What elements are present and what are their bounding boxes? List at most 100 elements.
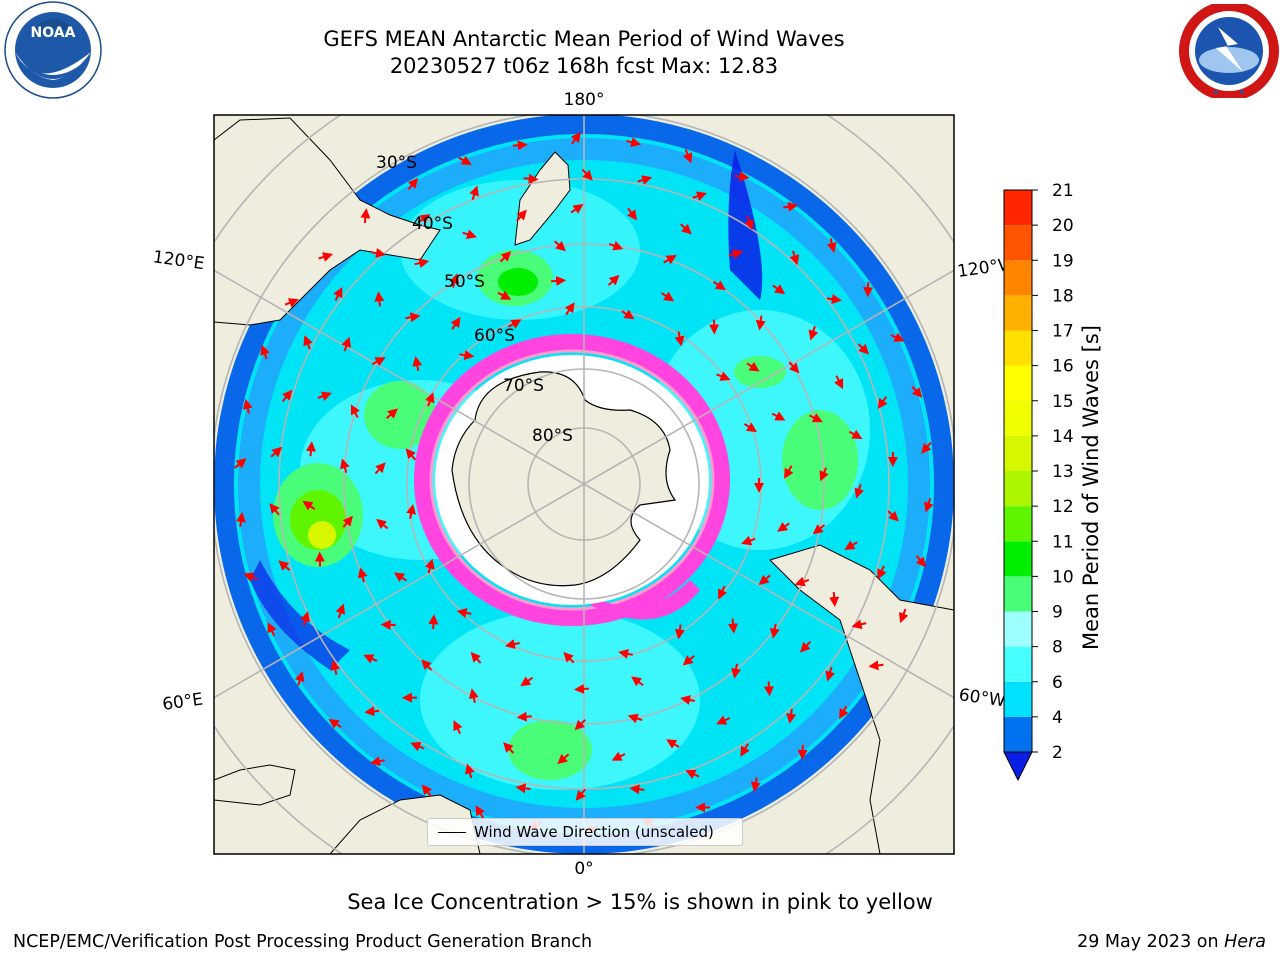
wind-wave-arrow (414, 258, 430, 268)
wind-wave-arrow (394, 572, 408, 583)
colorbar-label: Mean Period of Wind Waves [s] (1079, 325, 1103, 650)
wind-wave-arrow (564, 302, 575, 316)
wind-wave-arrow (682, 149, 693, 164)
colorbar-bin (1004, 295, 1032, 331)
wind-wave-arrow (854, 483, 865, 499)
wind-wave-arrow (851, 619, 867, 630)
map-legend: Wind Wave Direction (unscaled) (427, 818, 743, 846)
wind-wave-arrow (890, 332, 905, 342)
madagascar-land (214, 764, 296, 806)
lat-label-60s: 60°S (474, 326, 515, 346)
wind-wave-arrow (456, 608, 472, 618)
wind-wave-arrow (364, 706, 380, 717)
wind-wave-arrow (740, 743, 750, 757)
lon-label-60w: 60°W (958, 685, 1007, 711)
wind-wave-arrow (242, 398, 253, 414)
wind-wave-arrow (428, 614, 439, 630)
wind-wave-arrow (515, 783, 531, 794)
colorbar-tick-label: 20 (1052, 216, 1074, 236)
footer-date-text: 29 May 2023 on (1077, 932, 1225, 952)
wind-wave-arrow (557, 753, 570, 765)
wind-wave-arrow (755, 315, 766, 331)
wind-wave-arrow (421, 784, 432, 797)
wind-wave-arrow (637, 175, 653, 185)
wind-wave-arrow (405, 312, 421, 323)
wind-wave-arrow (626, 137, 642, 148)
lon-label-60e: 60°E (161, 690, 204, 715)
wind-wave-arrow (453, 720, 463, 735)
wind-wave-arrow (734, 171, 750, 182)
wind-wave-arrow (235, 512, 246, 528)
colorbar-tick-label: 19 (1052, 251, 1074, 271)
wind-wave-arrow (386, 408, 398, 420)
wind-wave-arrow (621, 309, 635, 320)
wind-wave-arrow (924, 497, 934, 513)
wind-wave-arrow (868, 660, 884, 671)
wind-wave-arrow (512, 140, 528, 151)
legend-line-icon (438, 831, 466, 833)
wind-wave-arrow (674, 331, 685, 347)
wind-wave-arrow (848, 429, 863, 439)
wind-wave-arrow (363, 654, 378, 664)
wind-wave-arrow (682, 655, 695, 666)
wind-wave-arrow (666, 739, 680, 749)
lon-label-0: 0° (574, 859, 593, 879)
colorbar-tick-label: 14 (1052, 427, 1074, 447)
lat-label-80s: 80°S (532, 426, 573, 446)
wind-wave-arrow (728, 249, 744, 259)
wind-wave-arrow (243, 572, 258, 582)
wind-wave-arrow (458, 155, 472, 165)
wind-wave-arrow (834, 375, 844, 390)
wind-wave-arrow (469, 185, 479, 201)
wind-wave-arrow (825, 666, 835, 682)
colorbar-tick-label: 13 (1052, 462, 1074, 482)
wind-wave-arrow (574, 683, 589, 694)
colorbar-tick-label: 4 (1052, 708, 1063, 728)
wind-wave-arrow (887, 510, 899, 522)
map-plot-area (214, 115, 954, 854)
wind-wave-arrow (812, 524, 826, 535)
colorbar-tick-label: 18 (1052, 286, 1074, 306)
wind-wave-arrow (915, 555, 926, 568)
australia-land (214, 117, 441, 326)
wind-wave-arrow (784, 465, 794, 479)
wind-wave-arrow (627, 207, 637, 221)
wind-wave-arrow (406, 503, 417, 519)
colorbar-tick-label: 12 (1052, 497, 1074, 517)
legend-label: Wind Wave Direction (unscaled) (474, 823, 714, 841)
wind-wave-arrow (302, 500, 316, 511)
wind-wave-arrow (763, 681, 774, 697)
wind-wave-arrow (300, 611, 310, 626)
wind-wave-arrow (839, 705, 849, 720)
wind-wave-arrow (771, 411, 786, 421)
wind-wave-arrow (826, 238, 837, 253)
wind-wave-arrow (563, 651, 575, 664)
wind-wave-arrow (407, 177, 419, 190)
nws-logo (1179, 4, 1279, 98)
wind-wave-arrow (663, 254, 677, 265)
wind-wave-arrow (808, 325, 819, 341)
wind-wave-arrow (692, 191, 707, 201)
wind-wave-arrow (877, 396, 888, 410)
colorbar-bin (1004, 400, 1032, 436)
sea-ice-ring (414, 334, 730, 626)
wind-wave-arrow (405, 448, 417, 461)
colorbar-bin (1004, 506, 1032, 542)
wind-wave-arrow (716, 371, 731, 381)
wind-wave-arrow (788, 361, 800, 374)
wind-wave-arrow (341, 336, 351, 352)
wind-wave-arrow (294, 671, 305, 686)
wind-wave-arrow (380, 619, 396, 630)
colorbar-tick-label: 17 (1052, 322, 1074, 342)
wind-wave-arrow (417, 214, 431, 224)
wind-wave-arrow (911, 385, 923, 398)
wind-wave-arrow (581, 168, 593, 181)
wind-wave-arrow (772, 284, 786, 295)
wind-wave-arrow (877, 565, 887, 580)
wind-wave-arrow (425, 392, 435, 407)
wind-wave-arrow (497, 290, 512, 300)
colorbar-bin (1004, 576, 1032, 612)
wind-wave-arrow (789, 250, 800, 266)
wind-wave-arrow (468, 688, 479, 704)
lon-label-120e: 120°E (152, 247, 206, 274)
